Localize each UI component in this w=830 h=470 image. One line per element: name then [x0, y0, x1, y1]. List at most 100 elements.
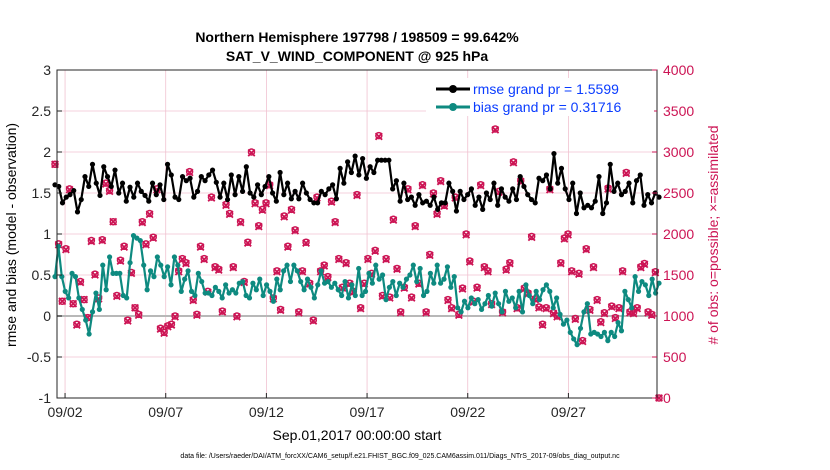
- rmse-point: [551, 151, 557, 157]
- obs-assimilated-marker: [622, 169, 631, 178]
- obs-assimilated-marker: [331, 218, 340, 227]
- obs-possible-marker: [411, 222, 419, 230]
- rmse-point: [637, 172, 643, 178]
- obs-assimilated-marker: [578, 337, 587, 346]
- bias-point: [339, 292, 345, 299]
- rmse-point: [164, 161, 171, 167]
- obs-assimilated-marker: [418, 181, 427, 190]
- rmse-point: [341, 180, 347, 186]
- bias-point: [451, 274, 457, 280]
- rmse-point: [581, 205, 587, 211]
- obs-assimilated-marker: [101, 180, 110, 188]
- bias-point: [550, 305, 556, 311]
- y-right-tick-label: 4000: [663, 62, 694, 78]
- rmse-point: [465, 192, 471, 198]
- obs-assimilated-marker: [207, 193, 216, 202]
- obs-possible-marker: [527, 232, 536, 241]
- bias-point: [199, 278, 205, 285]
- rmse-point: [356, 172, 362, 178]
- rmse-point: [277, 169, 283, 176]
- bias-point: [554, 295, 560, 301]
- bias-point: [615, 319, 621, 326]
- obs-assimilated-marker: [200, 255, 209, 264]
- bias-point: [66, 295, 72, 301]
- obs-possible-marker: [491, 125, 500, 133]
- obs-possible-marker: [291, 226, 299, 234]
- bias-point: [223, 282, 229, 288]
- y-left-tick-label: -1: [39, 390, 52, 406]
- obs-assimilated-marker: [589, 263, 598, 272]
- obs-possible-marker: [218, 307, 227, 315]
- obs-possible-marker: [476, 181, 485, 189]
- bias-point: [369, 280, 375, 286]
- bias-point: [618, 328, 625, 334]
- bias-point: [557, 311, 563, 317]
- bias-point: [536, 297, 543, 303]
- y-axis-right-label: # of obs: o=possible; ×=assimilated: [705, 125, 721, 344]
- obs-assimilated-marker: [254, 222, 263, 231]
- bias-point: [547, 288, 553, 294]
- bias-point: [489, 303, 495, 309]
- rmse-point: [179, 174, 186, 180]
- bias-point: [543, 282, 549, 288]
- rmse-point: [63, 194, 69, 200]
- obs-possible-marker: [320, 261, 329, 269]
- bias-point: [161, 274, 167, 280]
- obs-possible-marker: [273, 267, 281, 275]
- obs-assimilated-marker: [112, 292, 121, 301]
- bias-point: [431, 280, 437, 286]
- rmse-point: [330, 182, 336, 188]
- bias-point: [76, 295, 82, 301]
- obs-possible-marker: [131, 304, 139, 312]
- x-tick-label: 09/12: [249, 404, 284, 420]
- obs-assimilated-marker: [396, 308, 405, 317]
- obs-assimilated-marker: [298, 267, 307, 276]
- y-left-tick-label: 2.5: [32, 103, 52, 119]
- obs-possible-marker: [422, 308, 430, 316]
- bias-point: [356, 265, 362, 272]
- bias-point: [458, 309, 464, 315]
- bias-point: [182, 276, 188, 282]
- x-tick-label: 09/17: [350, 404, 385, 420]
- obs-assimilated-marker: [433, 210, 441, 219]
- bias-point: [52, 274, 58, 280]
- rmse-point: [97, 192, 103, 199]
- obs-assimilated-marker: [160, 329, 169, 338]
- obs-possible-marker: [389, 215, 398, 223]
- obs-assimilated-marker: [564, 230, 572, 239]
- bias-point: [158, 262, 164, 268]
- bias-point: [154, 254, 160, 260]
- bias-point: [601, 329, 608, 335]
- obs-assimilated-marker: [171, 312, 180, 321]
- rmse-point: [397, 198, 403, 204]
- obs-possible-marker: [225, 209, 234, 218]
- rmse-point: [431, 194, 437, 200]
- obs-possible-marker: [193, 310, 201, 319]
- y-left-tick-label: 0: [43, 308, 51, 324]
- rmse-point: [315, 200, 321, 206]
- rmse-point: [281, 192, 287, 198]
- obs-assimilated-marker: [411, 222, 420, 231]
- bias-point: [424, 288, 430, 294]
- rmse-point: [300, 180, 306, 186]
- obs-possible-marker: [589, 263, 598, 271]
- obs-assimilated-marker: [120, 243, 129, 252]
- obs-possible-marker: [287, 205, 296, 214]
- obs-possible-marker: [142, 240, 150, 248]
- obs-possible-marker: [436, 176, 445, 185]
- rmse-point: [183, 178, 189, 184]
- rmse-point: [483, 190, 490, 196]
- rmse-point: [198, 174, 204, 180]
- obs-possible-marker: [182, 258, 190, 267]
- obs-possible-marker: [375, 131, 383, 140]
- obs-assimilated-marker: [567, 267, 576, 276]
- bias-point: [342, 278, 348, 285]
- obs-possible-marker: [58, 297, 67, 305]
- obs-assimilated-marker: [534, 303, 543, 312]
- rmse-point: [322, 192, 328, 198]
- obs-possible-marker: [622, 168, 631, 177]
- rmse-point: [408, 194, 414, 200]
- bias-point: [281, 268, 287, 274]
- bias-point: [257, 276, 263, 282]
- obs-possible-marker: [444, 295, 452, 304]
